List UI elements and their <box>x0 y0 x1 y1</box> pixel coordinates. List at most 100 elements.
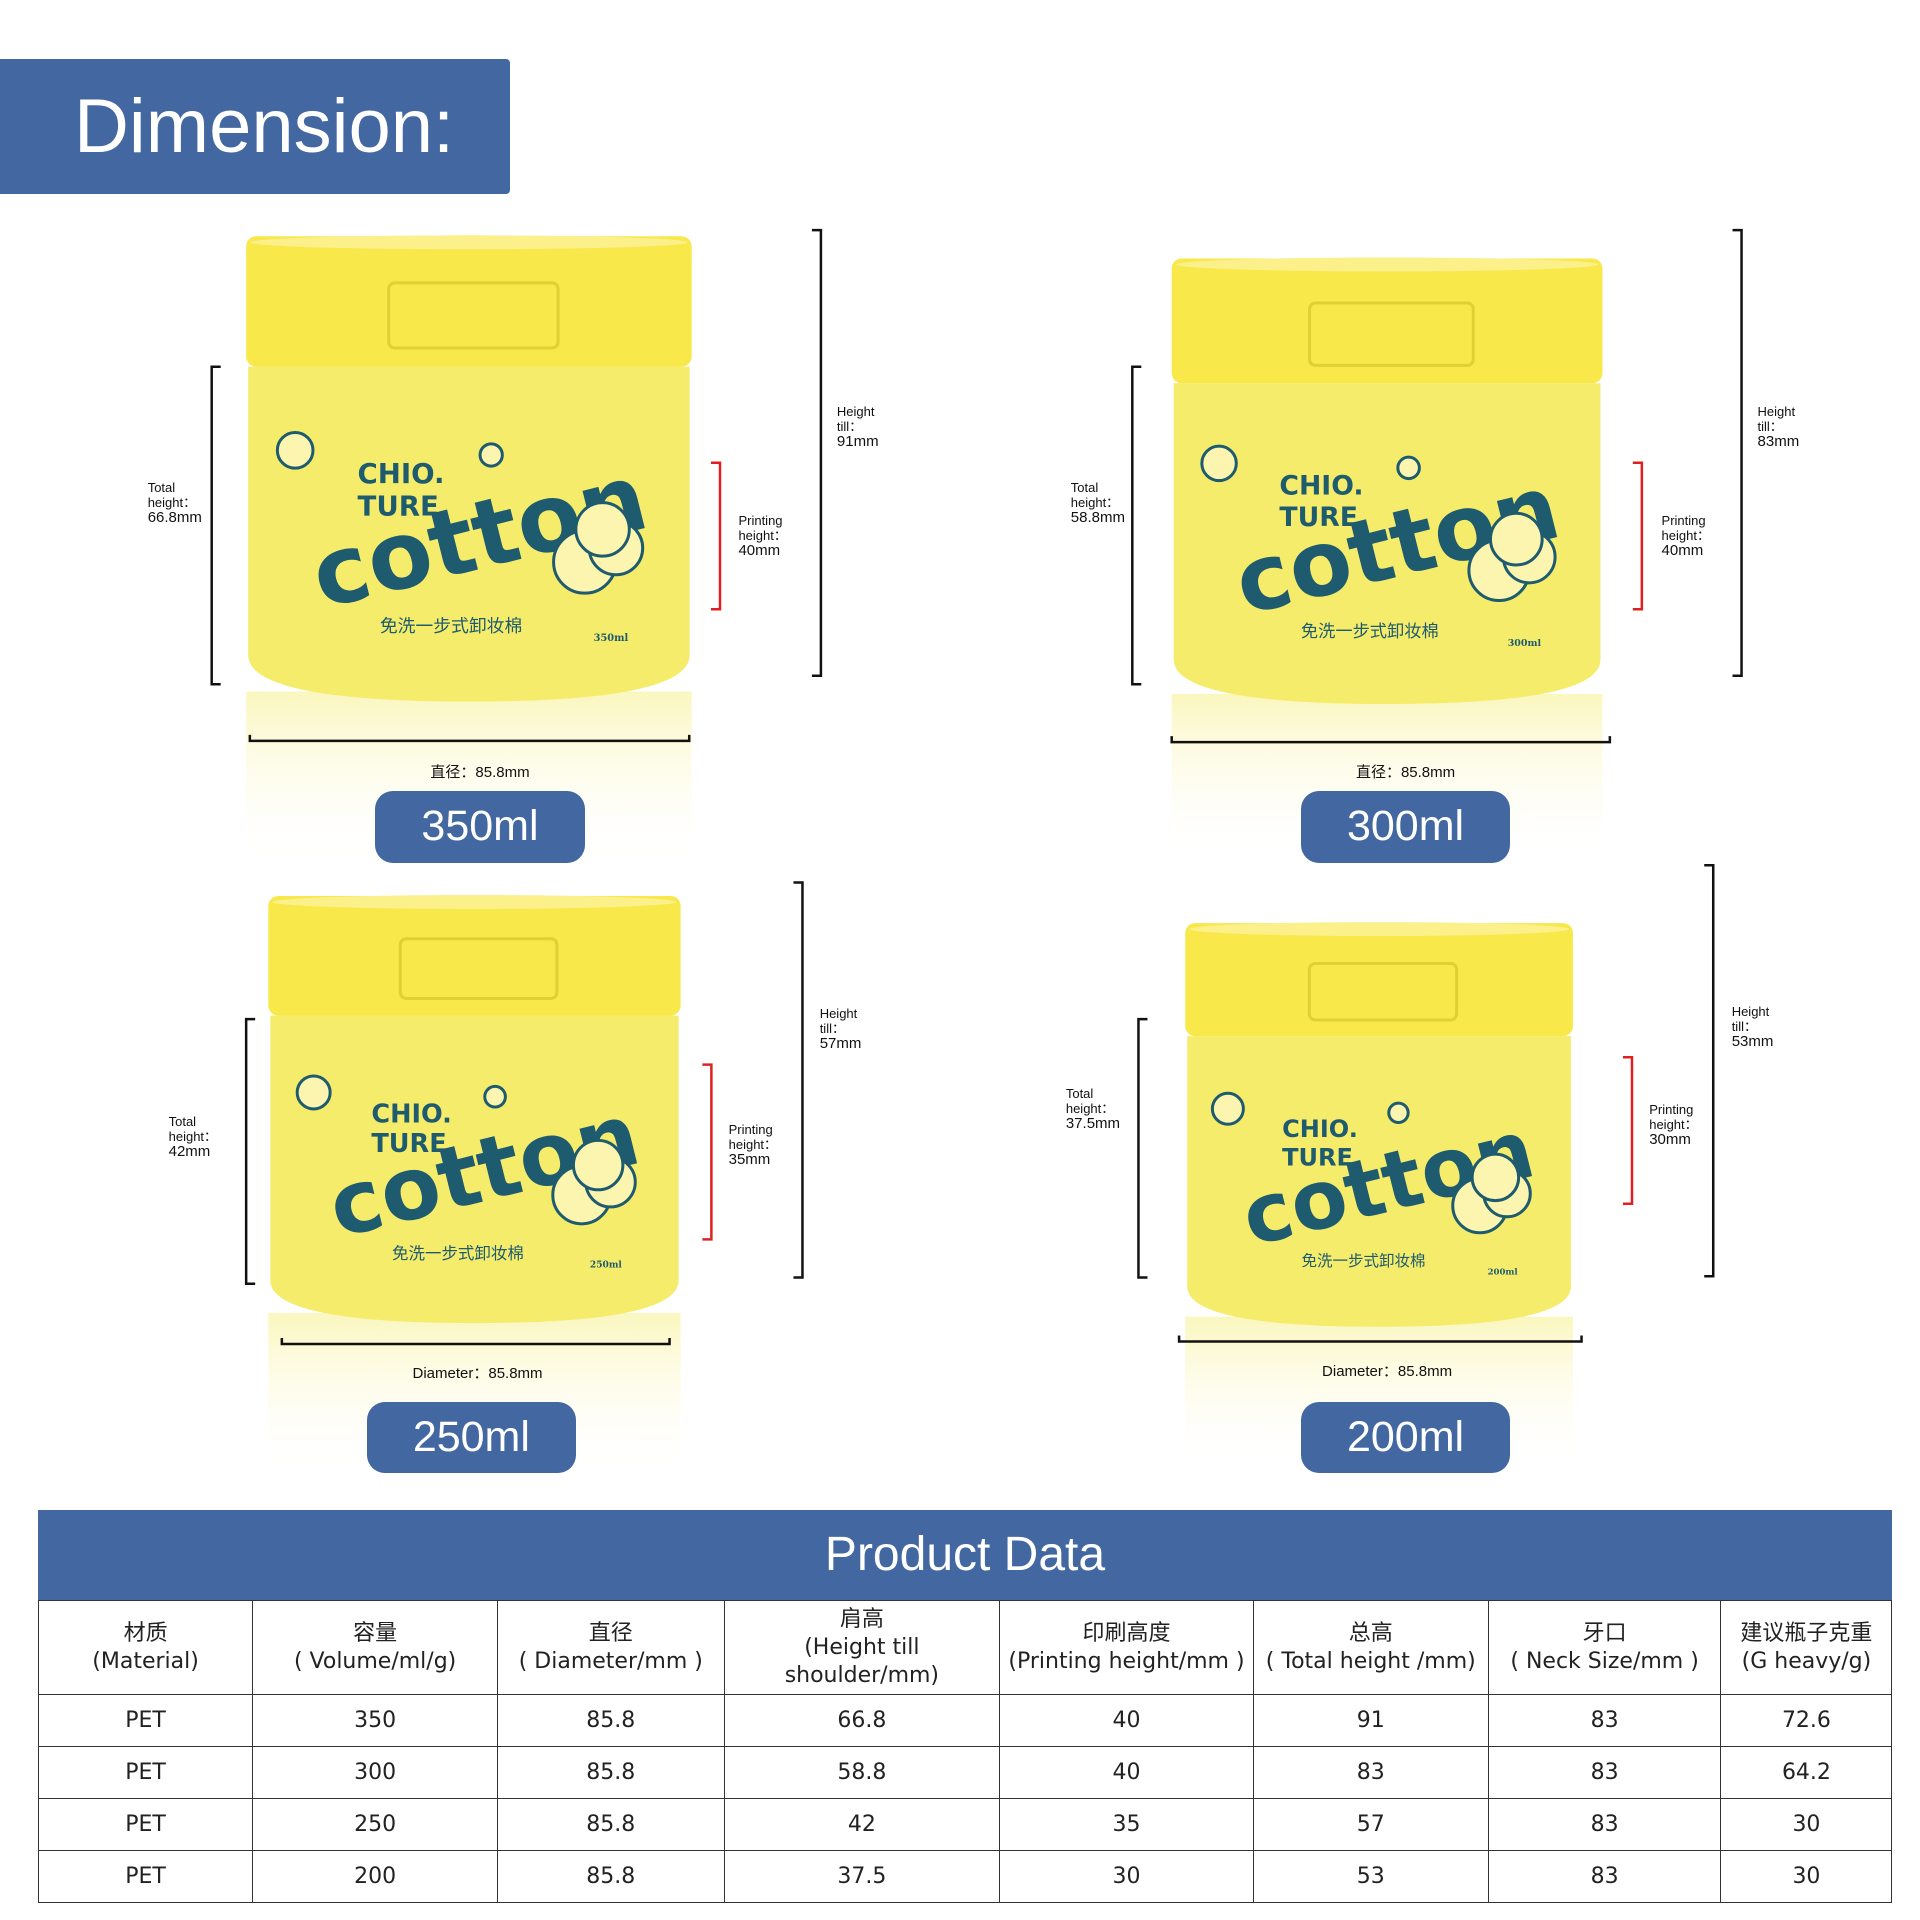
diameter-line <box>248 734 691 743</box>
jar-lid-top <box>1189 922 1569 937</box>
dimension-bracket <box>711 461 722 611</box>
table-cell: 300 <box>252 1746 499 1799</box>
header-line: (Printing height/mm ) <box>1008 1648 1245 1674</box>
column-header: 肩高 (Height till shoulder/mm) <box>723 1600 1001 1695</box>
dimension-bracket <box>244 1017 256 1285</box>
cotton-icon <box>574 501 631 558</box>
header-line: 肩高 <box>839 1606 884 1632</box>
column-header: 容量( Volume/ml/g) <box>252 1600 499 1695</box>
diameter-label: 直径：85.8mm <box>1355 763 1456 781</box>
label-value: 58.8mm <box>1070 509 1125 526</box>
table-cell: 83 <box>1487 1798 1722 1851</box>
jar-subtitle: 免洗一步式卸妆棉 <box>380 616 523 637</box>
label-text: Printing height： <box>1649 1101 1698 1132</box>
volume-badge: 300ml <box>1300 791 1511 863</box>
dimension-label: Height till： 91mm <box>837 404 903 449</box>
label-text: Height till： <box>1731 1004 1770 1035</box>
cotton-icon <box>295 1074 332 1111</box>
label-value: 57mm <box>819 1034 862 1052</box>
bracket-line <box>210 365 221 686</box>
jar-volume: 200ml <box>1488 1267 1519 1277</box>
dimension-label: Printing height： 40mm <box>738 513 804 558</box>
table-cell: PET <box>37 1798 254 1851</box>
label-text: Printing height： <box>738 513 787 544</box>
column-header: 总高( Total height /mm) <box>1252 1600 1489 1695</box>
dimension-label: Height till： 83mm <box>1758 404 1824 449</box>
jar-brand: TURE <box>358 489 439 522</box>
diameter-line <box>1170 736 1612 744</box>
cotton-icon <box>1200 444 1238 483</box>
jar-lid <box>246 236 692 367</box>
volume-badge: 350ml <box>375 791 585 863</box>
jar-brand: TURE <box>1282 1143 1353 1171</box>
table-title: Product Data <box>38 1510 1892 1600</box>
table-row: PET 300 85.8 58.8 40 83 83 64.2 <box>37 1746 1893 1799</box>
label-value: 83mm <box>1757 432 1800 450</box>
table-cell: PET <box>37 1746 254 1799</box>
table-cell: 200 <box>252 1850 499 1903</box>
jar-lid-tab <box>1308 301 1475 367</box>
label-value: 30mm <box>1649 1130 1691 1148</box>
label-text: Height till： <box>819 1005 858 1036</box>
table-cell: 85.8 <box>497 1798 725 1851</box>
table-cell: 30 <box>1720 1850 1893 1903</box>
table-cell: 83 <box>1487 1746 1722 1799</box>
bracket-line <box>244 1017 256 1285</box>
header-line: ( Neck Size/mm ) <box>1510 1648 1699 1674</box>
table-cell: 91 <box>1252 1694 1489 1747</box>
bracket-line <box>1704 863 1715 1278</box>
table-cell: 37.5 <box>723 1850 1001 1903</box>
label-value: 37.5mm <box>1065 1114 1121 1132</box>
artwork: CHIO.TUREcotton免洗一步式卸妆棉350mlCHIO.TUREcot… <box>210 228 1743 1476</box>
label-value: 91mm <box>836 432 879 450</box>
bracket-line <box>1623 1055 1634 1205</box>
table-cell: 64.2 <box>1720 1746 1893 1799</box>
table-cell: PET <box>37 1694 254 1747</box>
header-line: (Height till shoulder/mm) <box>784 1634 940 1688</box>
product-table: Product Data 材质 (Material) 容量( Volume/ml/g… <box>37 1510 1893 1903</box>
jar-subtitle: 免洗一步式卸妆棉 <box>1301 622 1439 642</box>
cotton-icon <box>483 1084 507 1109</box>
table-cell: 30 <box>999 1850 1254 1903</box>
column-header: 印刷高度 (Printing height/mm ) <box>999 1600 1254 1695</box>
label-text: Total height： <box>147 480 197 510</box>
bracket-line <box>811 228 823 677</box>
bracket-line <box>1732 228 1743 677</box>
table-cell: 53 <box>1252 1850 1489 1903</box>
dimension-bracket <box>702 1063 713 1241</box>
table: 材质 (Material) 容量( Volume/ml/g) 直径( Diameter… <box>37 1600 1893 1903</box>
jar-subtitle: 免洗一步式卸妆棉 <box>392 1244 524 1263</box>
label-value: 53mm <box>1731 1033 1774 1051</box>
jar-volume: 300ml <box>1508 638 1542 649</box>
header-line: 总高 <box>1348 1620 1393 1646</box>
jar-lid <box>268 896 681 1016</box>
dimension-label: Total height： 66.8mm <box>148 480 214 525</box>
header-line: 直径 <box>588 1620 633 1646</box>
table-cell: 57 <box>1252 1798 1489 1851</box>
dimension-label: Total height： 42mm <box>169 1114 235 1159</box>
diameter-label: 直径：85.8mm <box>430 763 530 781</box>
bracket-line <box>793 881 804 1279</box>
jar-lid-tab <box>398 937 559 1000</box>
label-text: Total height： <box>1070 480 1120 510</box>
jar-lid-tab <box>387 281 560 350</box>
label-value: 42mm <box>168 1142 211 1160</box>
jar-brand: TURE <box>1279 502 1358 533</box>
jar-subtitle: 免洗一步式卸妆棉 <box>1302 1252 1426 1270</box>
bracket-line <box>1632 461 1644 611</box>
table-row: PET 350 85.8 66.8 40 91 83 72.6 <box>37 1694 1893 1747</box>
jar-brand: CHIO. <box>1279 471 1363 502</box>
header-row: 材质 (Material) 容量( Volume/ml/g) 直径( Diameter… <box>37 1600 1893 1695</box>
diameter-line <box>1177 1335 1583 1343</box>
cotton-icon <box>275 430 315 470</box>
cotton-icon <box>1396 455 1421 481</box>
cotton-icon <box>571 1138 625 1192</box>
dimension-bracket <box>793 881 804 1279</box>
header-line: ( Diameter/mm ) <box>518 1648 703 1674</box>
label-text: Total height： <box>1065 1085 1115 1116</box>
jar-lid <box>1171 258 1603 384</box>
label-value: 40mm <box>738 542 781 560</box>
